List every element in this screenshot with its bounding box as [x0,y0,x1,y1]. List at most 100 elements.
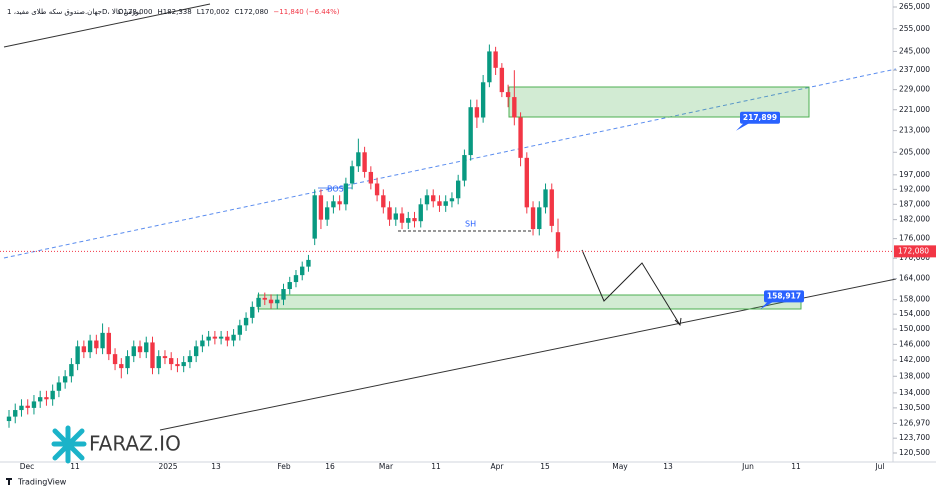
candle-body [6,416,12,422]
y-tick-label: 126,970 [899,418,930,427]
watermark-logo [51,425,87,464]
candle-body [381,195,386,208]
candle-body [356,152,361,167]
candle-body [175,364,180,367]
candle-body [156,356,161,369]
candle-body [56,382,62,391]
y-tick-label: 237,000 [899,65,930,74]
price-callout [740,111,780,124]
candle-body [281,289,286,300]
footer-brand: TradingView [17,478,67,487]
candle-body [75,346,80,365]
upper-trend-line [3,3,211,48]
callout-pointer [736,122,750,131]
x-tick-label: 11 [431,462,441,471]
x-tick-label: Apr [491,462,505,471]
y-tick-label: 182,000 [899,215,930,224]
candle-body [38,397,43,402]
y-tick-label: 213,000 [899,126,930,135]
candle-body [406,218,411,223]
y-tick-label: 245,000 [899,46,930,55]
header-value: H182,338 [157,8,191,16]
price-callout-label: 158,917 [767,291,801,300]
candle-body [530,207,536,230]
y-tick-label: 265,000 [899,2,930,11]
projection-arrow [674,317,682,327]
candle-body [250,306,255,318]
y-tick-label: 255,000 [899,24,930,33]
x-tick-label: Mar [379,462,394,471]
candle-body [237,325,243,335]
candle-body [200,340,205,347]
candle-body [505,92,511,98]
candle-body [119,364,124,369]
x-tick-label: 13 [663,462,673,471]
candle-body [449,198,455,202]
candle-body [181,362,186,367]
candle-body [437,201,442,206]
candle-body [337,201,342,205]
candle-body [169,358,174,365]
y-tick-label: 142,000 [899,355,930,364]
footer-logo [6,478,12,485]
candle-body [106,332,112,355]
candle-body [462,155,467,181]
x-tick-label: Jul [874,462,884,471]
candle-body [300,266,305,276]
x-tick-label: Feb [277,462,291,471]
header-value: O178,000 [118,8,152,16]
candle-body [455,180,461,199]
price-callout [764,290,804,303]
candle-body [487,51,492,83]
candle-body [368,171,374,184]
y-tick-label: 229,000 [899,85,930,94]
candle-body [331,201,336,208]
candle-body [150,342,155,369]
candle-body [324,207,330,220]
candle-body [518,117,523,158]
candle-body [112,354,118,365]
candle-body [100,332,105,349]
y-tick-label: 221,000 [899,105,930,114]
candle-body [443,201,448,206]
candle-body [137,346,143,353]
y-tick-label: 187,000 [899,199,930,208]
candle-body [231,334,236,341]
candle-body [362,152,367,172]
candle-body [512,97,517,118]
candle-body [275,299,280,304]
header-value: −11,840 (−6.44%) [273,8,339,16]
candle-body [212,336,218,339]
y-tick-label: 154,000 [899,309,930,318]
candle-body [418,204,423,222]
candle-body [262,297,267,300]
candle-body [131,346,136,357]
lower-trend-line [159,278,897,431]
candle-body [44,397,49,400]
candle-body [399,213,405,223]
candle-body [62,376,68,383]
candle-body [268,299,274,304]
candle-body [25,405,30,408]
candle-body [125,356,130,369]
candle-body [480,82,486,118]
candle-body [19,405,24,411]
candle-body [499,67,505,93]
y-tick-label: 123,700 [899,433,930,442]
y-tick-label: 150,000 [899,324,930,333]
header-value: C172,080 [235,8,269,16]
candle-body [343,183,349,205]
y-tick-label: 138,000 [899,371,930,380]
y-tick-label: 134,000 [899,388,930,397]
candle-body [543,189,548,208]
candle-body [349,166,355,184]
y-tick-label: 158,000 [899,295,930,304]
candle-body [144,342,149,353]
x-tick-label: May [612,462,628,471]
y-tick-label: 192,000 [899,184,930,193]
candle-body [193,346,199,357]
y-tick-label: 197,000 [899,170,930,179]
candle-body [13,410,18,417]
y-tick-label: 205,000 [899,147,930,156]
